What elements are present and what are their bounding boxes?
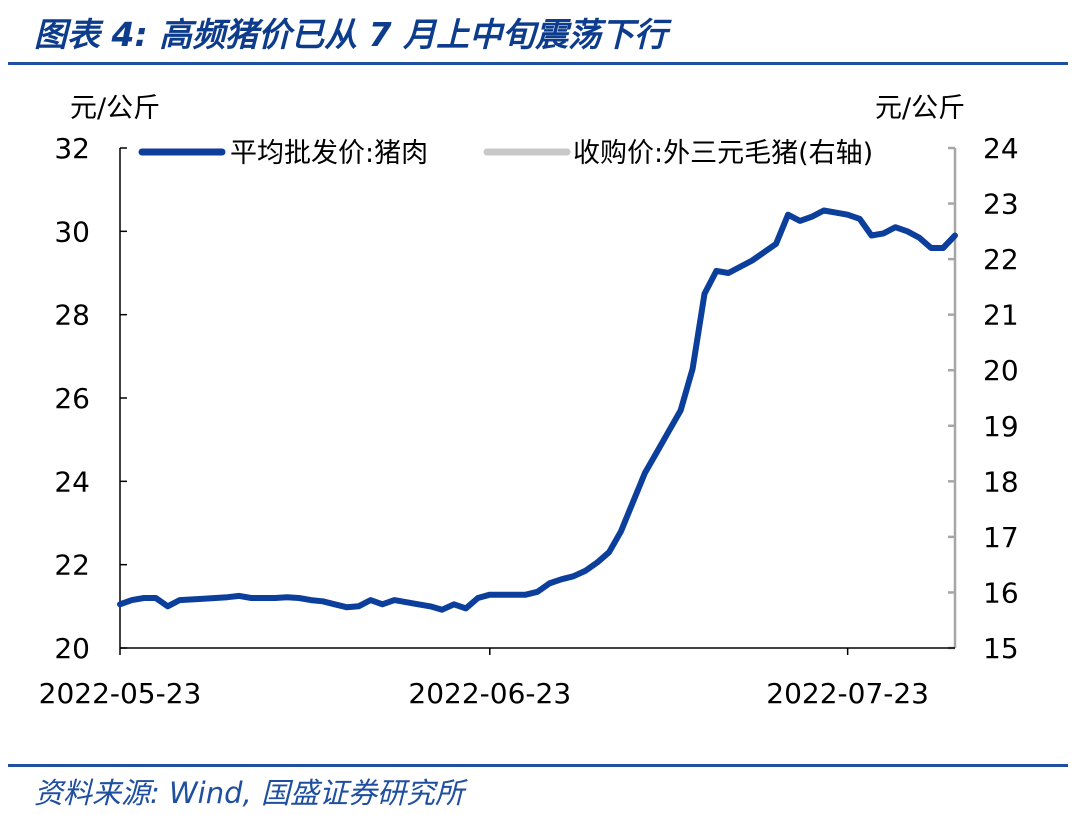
- right-tick-label: 19: [983, 410, 1019, 443]
- legend-label: 平均批发价:猪肉: [230, 138, 428, 169]
- source-note: 资料来源: Wind, 国盛证券研究所: [34, 776, 464, 810]
- title-divider: [8, 62, 1068, 65]
- right-axis-unit: 元/公斤: [875, 93, 965, 124]
- right-tick-label: 15: [983, 632, 1019, 665]
- chart-lines: [117, 207, 958, 613]
- right-tick-label: 16: [983, 576, 1019, 609]
- line-chart: 20 22 24 26 28 30 32 15 16 17 18 19 20 21 22 23 24 2022-0…: [39, 93, 1019, 710]
- chart-axes: 20 22 24 26 28 30 32 15 16 17 18 19 20 21 22 23 24 2022-0…: [39, 132, 1019, 710]
- left-tick-label: 32: [54, 132, 90, 165]
- left-tick-label: 22: [54, 549, 90, 582]
- figure-title: 图表 4: 高频猪价已从 7 月上中旬震荡下行: [34, 15, 668, 54]
- x-tick-label: 2022-05-23: [39, 677, 202, 710]
- left-axis-unit: 元/公斤: [70, 93, 160, 124]
- x-tick-label: 2022-07-23: [766, 677, 929, 710]
- right-tick-label: 17: [983, 521, 1019, 554]
- left-tick-label: 26: [54, 382, 90, 415]
- x-tick-label: 2022-06-23: [408, 677, 571, 710]
- series-line-wholesale-price: [117, 207, 958, 613]
- right-tick-label: 20: [983, 354, 1019, 387]
- left-tick-label: 28: [54, 299, 90, 332]
- right-tick-label: 23: [983, 188, 1019, 221]
- legend-label: 收购价:外三元毛猪(右轴): [573, 138, 873, 169]
- left-tick-label: 24: [54, 465, 90, 498]
- right-tick-label: 22: [983, 243, 1019, 276]
- right-tick-label: 24: [983, 132, 1019, 165]
- left-tick-label: 20: [54, 632, 90, 665]
- right-tick-label: 18: [983, 465, 1019, 498]
- right-tick-label: 21: [983, 299, 1019, 332]
- left-tick-label: 30: [54, 215, 90, 248]
- chart-legend: 平均批发价:猪肉 收购价:外三元毛猪(右轴): [138, 138, 873, 169]
- source-divider: [8, 764, 1068, 767]
